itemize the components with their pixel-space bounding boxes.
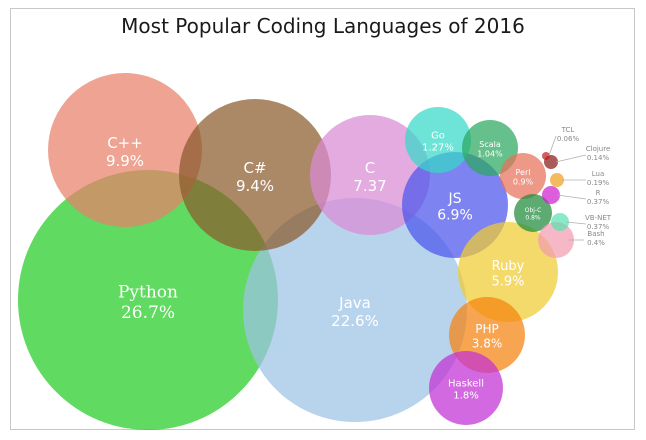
label-name-c: C# <box>243 159 266 177</box>
leader-line-clojure <box>555 154 587 163</box>
label-value-c: 7.37 <box>353 177 386 195</box>
label-name-ruby: Ruby <box>492 259 525 274</box>
label-value-go: 1.27% <box>422 143 454 154</box>
bubble-vb-net <box>551 213 569 231</box>
bubble-lua <box>550 173 564 187</box>
label-value-java: 22.6% <box>331 312 379 330</box>
label-value-c: 9.4% <box>236 177 274 195</box>
bubbles <box>18 73 574 430</box>
label-value-bash: 0.4% <box>587 239 605 247</box>
bubble-perl <box>500 153 546 199</box>
label-value-obj-c: 0.8% <box>525 214 541 221</box>
label-name-js: JS <box>447 191 461 207</box>
label-name-r: R <box>596 189 601 197</box>
label-name-c: C++ <box>107 134 143 152</box>
label-value-lua: 0.19% <box>587 179 610 187</box>
label-value-c: 9.9% <box>106 152 144 170</box>
label-name-bash: Bash <box>587 230 604 238</box>
bubble-r <box>542 186 560 204</box>
label-value-php: 3.8% <box>472 337 503 351</box>
bubble-java <box>243 198 467 422</box>
bubble-bash <box>538 222 574 258</box>
label-name-go: Go <box>431 131 445 142</box>
label-name-perl: Perl <box>516 168 531 177</box>
label-value-scala: 1.04% <box>477 149 503 158</box>
label-name-obj-c: Obj-C <box>525 207 542 214</box>
label-name-java: Java <box>338 294 371 312</box>
leader-line-vb-net <box>566 221 587 225</box>
bubble-ruby <box>458 222 558 322</box>
label-value-ruby: 5.9% <box>491 275 524 290</box>
label-name-lua: Lua <box>592 170 605 178</box>
label-name-tcl: TCL <box>561 126 575 134</box>
label-value-vb-net: 0.37% <box>587 223 610 231</box>
label-value-clojure: 0.14% <box>587 154 610 162</box>
bubble-scala <box>462 120 518 176</box>
label-name-scala: Scala <box>479 140 501 149</box>
chart-title: Most Popular Coding Languages of 2016 <box>121 14 525 38</box>
label-name-vb-net: VB-NET <box>585 214 612 222</box>
bubble-haskell <box>429 351 503 425</box>
bubble-obj-c <box>514 194 552 232</box>
label-value-js: 6.9% <box>437 208 473 224</box>
label-name-c: C <box>365 159 375 177</box>
bubble-tcl <box>542 152 550 160</box>
label-name-clojure: Clojure <box>586 145 611 153</box>
label-value-python: 26.7% <box>121 303 175 323</box>
label-value-haskell: 1.8% <box>453 391 478 402</box>
bubble-c <box>310 115 430 235</box>
label-value-r: 0.37% <box>587 198 610 206</box>
leader-line-tcl <box>548 135 557 157</box>
bubble-c <box>48 73 202 227</box>
leader-line-r <box>557 194 587 200</box>
label-value-perl: 0.9% <box>513 177 534 186</box>
label-value-tcl: 0.06% <box>557 135 580 143</box>
bubble-go <box>405 107 471 173</box>
label-name-php: PHP <box>475 322 499 336</box>
label-name-haskell: Haskell <box>448 379 484 390</box>
label-name-python: Python <box>118 282 178 302</box>
bubble-c <box>179 99 331 251</box>
